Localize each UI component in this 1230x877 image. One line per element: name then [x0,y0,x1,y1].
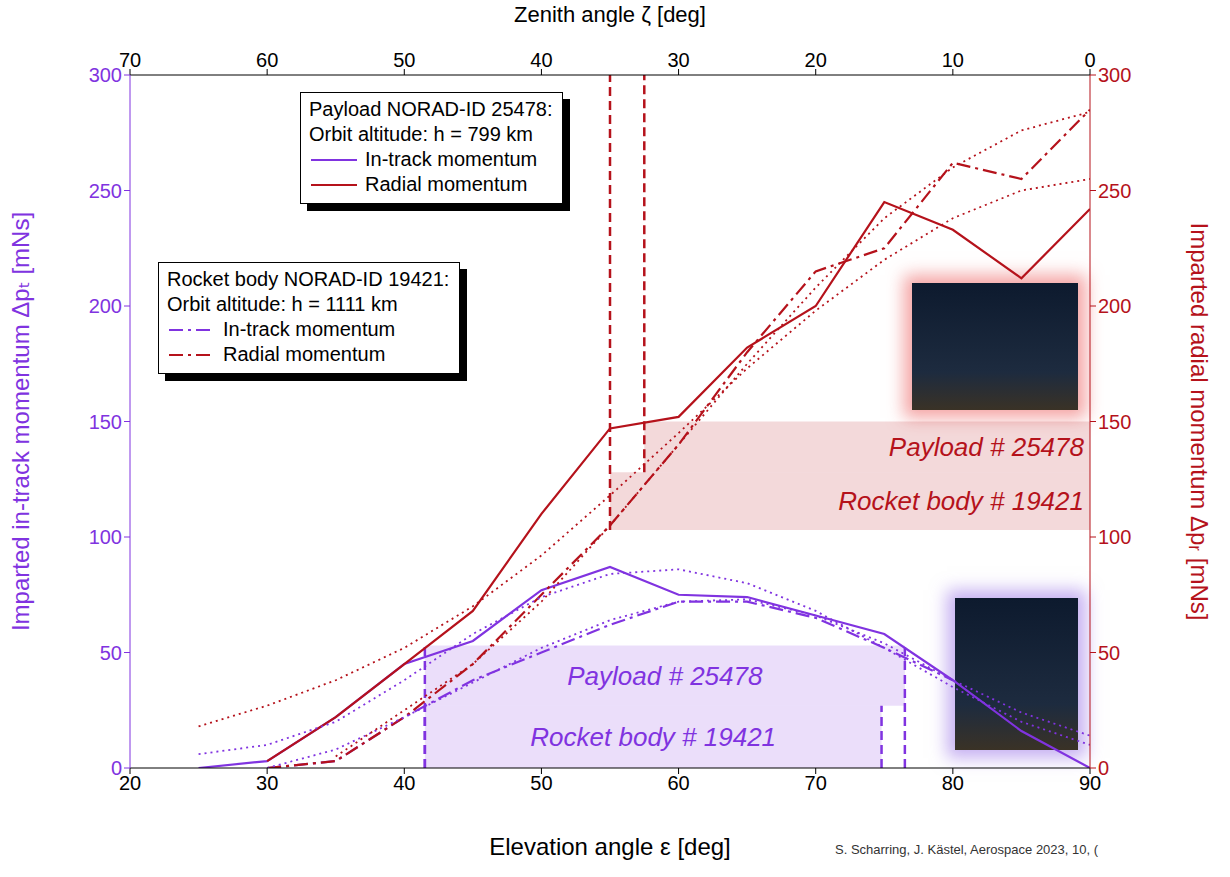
html-text:Radial momentum: Radial momentum [365,173,528,195]
html-text:In-track momentum: In-track momentum [223,318,396,340]
svg-text:150: 150 [89,411,122,433]
svg-text:Zenith angle ζ [deg]: Zenith angle ζ [deg] [514,2,706,27]
svg-text:300: 300 [89,64,122,86]
svg-text:40: 40 [530,49,552,71]
html-text:Payload NORAD-ID 25478:: Payload NORAD-ID 25478: [309,98,553,120]
svg-text:0: 0 [111,757,122,779]
html-text:In-track momentum: In-track momentum [365,148,538,170]
svg-text:10: 10 [942,49,964,71]
svg-text:70: 70 [119,49,141,71]
svg-text:50: 50 [1098,642,1120,664]
svg-text:300: 300 [1098,64,1131,86]
html-text:Rocket body NORAD-ID 19421:: Rocket body NORAD-ID 19421: [167,268,450,290]
svg-text:200: 200 [1098,295,1131,317]
svg-text:Rocket body # 19421: Rocket body # 19421 [530,722,776,752]
svg-text:40: 40 [393,772,415,794]
html-text:Orbit altitude: h = 799 km: Orbit altitude: h = 799 km [309,123,533,145]
svg-text:80: 80 [942,772,964,794]
svg-text:200: 200 [89,295,122,317]
html-text:Orbit altitude: h = 1111 km: Orbit altitude: h = 1111 km [167,293,398,315]
svg-text:50: 50 [100,642,122,664]
svg-text:Payload # 25478: Payload # 25478 [567,661,763,691]
svg-text:20: 20 [119,772,141,794]
svg-text:30: 30 [256,772,278,794]
svg-text:0: 0 [1084,49,1095,71]
svg-text:0: 0 [1098,757,1109,779]
svg-text:Payload # 25478: Payload # 25478 [889,432,1085,462]
svg-text:250: 250 [89,180,122,202]
svg-text:90: 90 [1078,772,1102,795]
svg-text:250: 250 [1098,180,1131,202]
svg-text:Imparted in-track momentum Δpₜ: Imparted in-track momentum Δpₜ [mNs] [7,212,34,631]
html-text:Radial momentum: Radial momentum [223,343,386,365]
svg-text:Elevation angle ε [deg]: Elevation angle ε [deg] [489,833,731,860]
svg-text:50: 50 [530,772,552,794]
svg-text:50: 50 [393,49,415,71]
html-text:S. Scharring, J. Kästel, Aeros: S. Scharring, J. Kästel, Aerospace 2023,… [835,842,1098,857]
svg-text:100: 100 [1098,526,1131,548]
svg-text:20: 20 [805,49,827,71]
svg-text:150: 150 [1098,411,1131,433]
svg-text:70: 70 [805,772,827,794]
svg-text:100: 100 [89,526,122,548]
svg-text:Rocket body # 19421: Rocket body # 19421 [838,486,1084,516]
svg-text:60: 60 [667,772,689,794]
svg-text:Imparted radial momentum Δpᵣ [: Imparted radial momentum Δpᵣ [mNs] [1186,223,1213,621]
svg-text:30: 30 [667,49,689,71]
svg-text:60: 60 [256,49,278,71]
